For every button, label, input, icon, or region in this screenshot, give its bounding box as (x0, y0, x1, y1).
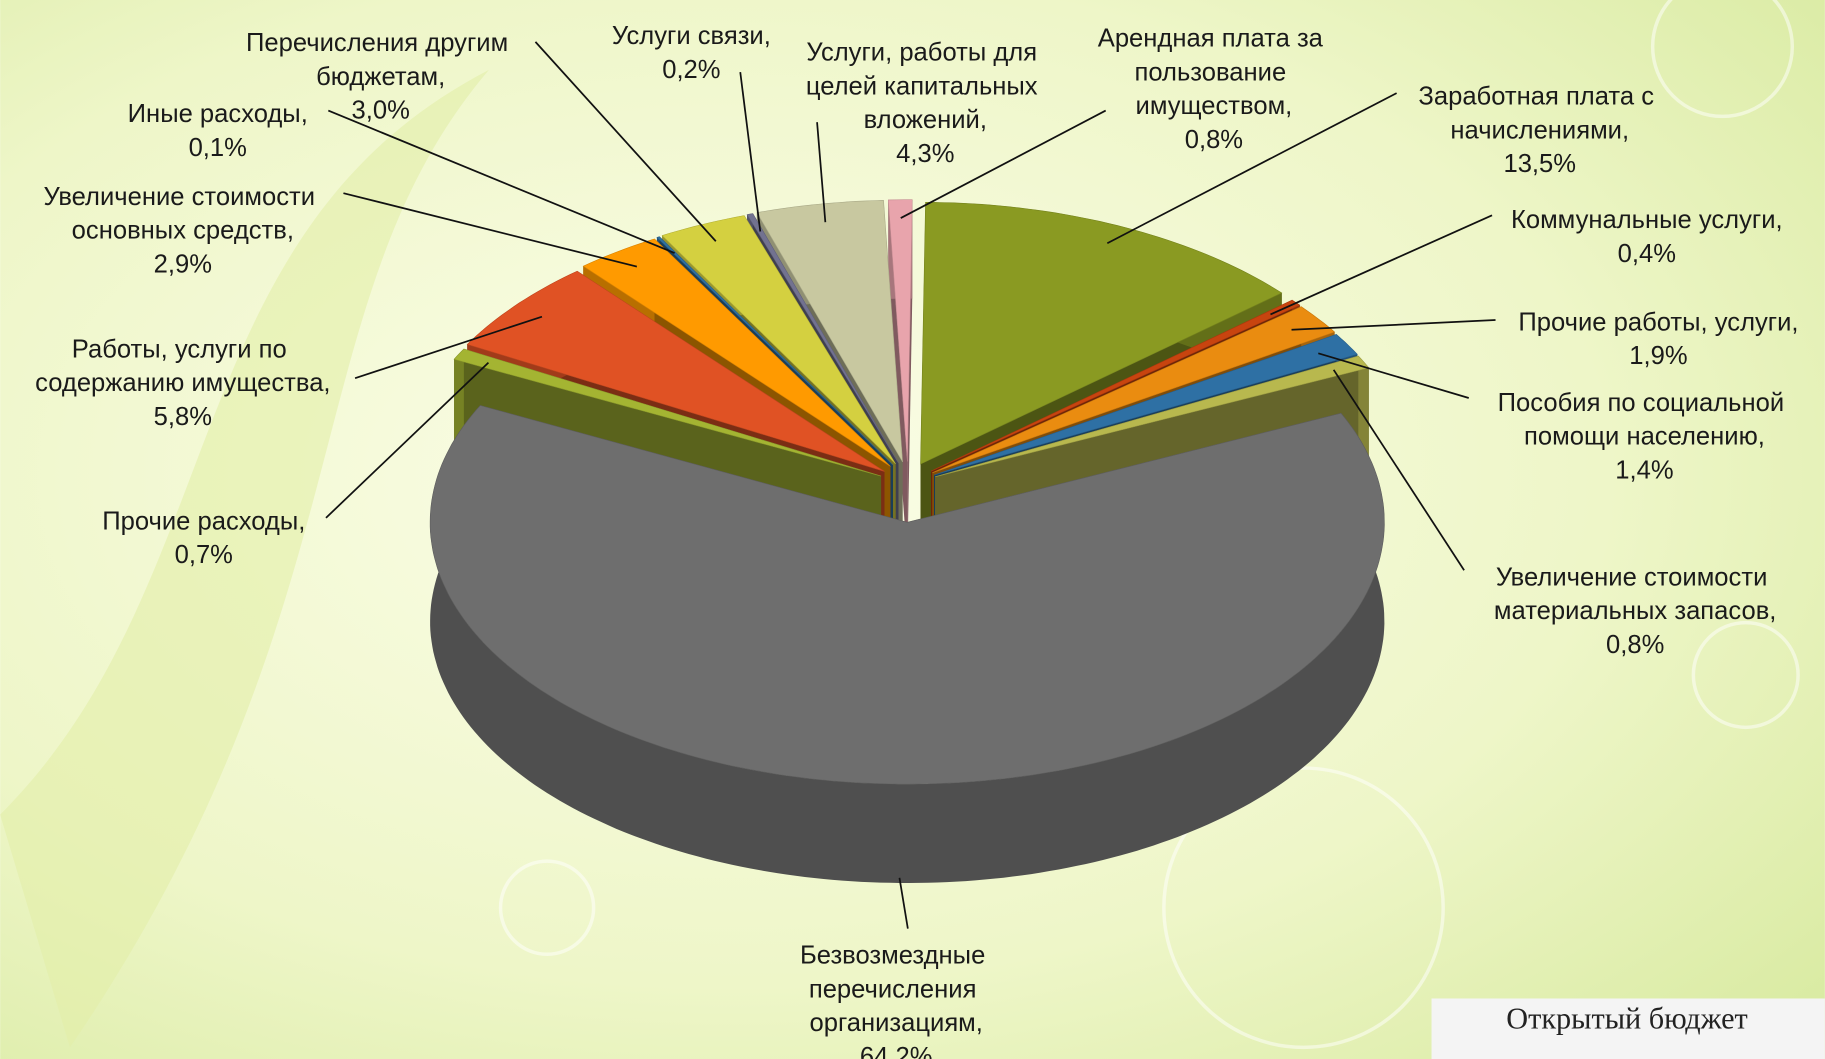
value-label: 0,7% (175, 541, 233, 569)
slice (429, 405, 1385, 785)
slice (920, 201, 1283, 465)
slice (932, 306, 1336, 474)
leader-line (1106, 92, 1398, 244)
leader-line (1291, 319, 1496, 331)
leader-line (343, 192, 638, 268)
value-label: 64,2% (860, 1043, 933, 1059)
value-label: 5,8% (154, 403, 212, 431)
slice (934, 355, 1370, 478)
category-label: Пособия по социальной помощи населению, (1498, 389, 1792, 451)
category-label: Увеличение стоимости основных средств, (44, 183, 323, 245)
category-label: Безвозмездные перечисления организациям, (800, 942, 992, 1037)
leader-line (739, 72, 762, 232)
slice (933, 334, 1358, 476)
slice (656, 236, 894, 466)
logo-box (1431, 998, 1825, 1059)
leader-line (327, 109, 675, 254)
category-label: Перечисления другим бюджетам, (246, 29, 515, 91)
slice (746, 213, 899, 464)
leader-line (1318, 352, 1470, 399)
category-label: Прочие расходы, (102, 508, 305, 536)
slice-wall (1358, 355, 1369, 467)
category-label: Заработная плата с начислениями, (1418, 83, 1661, 145)
bubble (498, 859, 596, 957)
value-label: 0,1% (189, 134, 247, 162)
category-label: Работы, услуги по содержанию имущества, (35, 335, 330, 397)
category-label: Арендная плата за пользование имуществом… (1098, 25, 1330, 120)
bubble (1650, 0, 1795, 119)
decor (0, 69, 489, 1048)
slice (453, 348, 882, 477)
labels: Арендная плата за пользование имуществом… (35, 22, 1798, 1059)
leader-line (900, 109, 1107, 219)
category-label: Услуги связи, (612, 22, 771, 50)
bubble (1162, 766, 1445, 1050)
slice (756, 199, 903, 463)
leader-line (354, 315, 543, 380)
value-label: 0,8% (1606, 631, 1664, 659)
slice (887, 199, 913, 462)
leader-line (816, 122, 827, 223)
slice-wall (430, 405, 1385, 884)
bubble (1691, 620, 1800, 730)
value-label: 0,8% (1185, 126, 1243, 154)
pie (429, 199, 1385, 884)
value-label: 3,0% (352, 97, 410, 125)
value-label: 0,2% (662, 56, 720, 84)
value-label: 1,4% (1615, 456, 1673, 484)
value-label: 4,3% (896, 140, 954, 168)
category-label: Услуги, работы для целей капитальных вло… (806, 39, 1045, 134)
value-label: 2,9% (154, 250, 212, 278)
value-label: 0,4% (1618, 240, 1676, 268)
value-label: 1,9% (1629, 342, 1687, 370)
logo-text: Открытый бюджет (1506, 1002, 1748, 1036)
slice (661, 215, 896, 465)
category-label: Иные расходы, (128, 100, 308, 128)
leader-line (534, 41, 717, 242)
category-label: Прочие работы, услуги, (1518, 309, 1798, 337)
value-label: 13,5% (1503, 150, 1576, 178)
leader-line (1270, 214, 1493, 316)
leader-line (1332, 369, 1465, 571)
category-label: Коммунальные услуги, (1511, 206, 1783, 234)
slice (466, 270, 885, 472)
category-label: Увеличение стоимости материальных запасо… (1494, 563, 1777, 625)
leader-line (898, 877, 909, 929)
leader-line (325, 361, 490, 519)
